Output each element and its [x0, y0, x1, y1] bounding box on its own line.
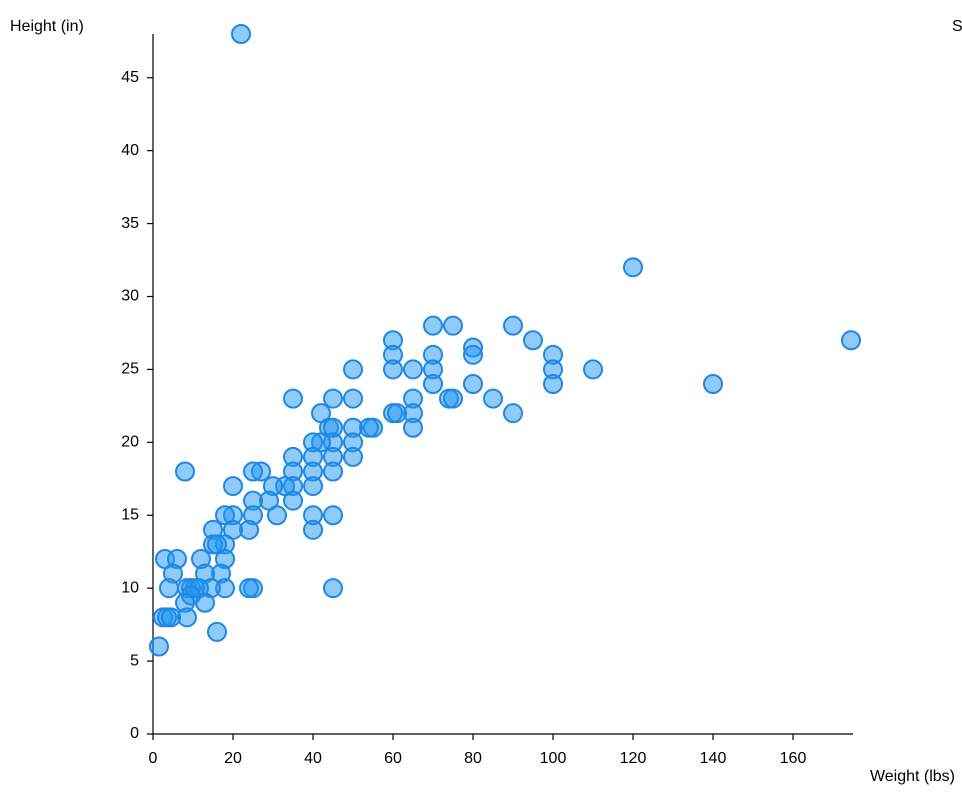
point — [387, 403, 407, 424]
x-tick-label: 80 — [464, 750, 482, 767]
point — [423, 315, 443, 336]
point — [215, 505, 235, 526]
annotation: S — [952, 18, 962, 35]
point — [161, 607, 181, 628]
point — [423, 374, 443, 394]
point — [323, 578, 343, 599]
point — [149, 636, 169, 657]
point — [503, 403, 523, 424]
point — [383, 359, 403, 380]
point — [243, 461, 263, 482]
point — [463, 374, 483, 394]
x-tick-label: 140 — [700, 750, 727, 767]
point — [231, 24, 251, 44]
y-tick-label: 20 — [121, 434, 139, 451]
y-tick-label: 25 — [121, 361, 139, 378]
point — [343, 446, 363, 467]
point — [303, 476, 323, 497]
y-tick-label: 15 — [121, 506, 139, 523]
y-tick-label: 40 — [121, 142, 139, 159]
x-axis-label: Weight (lbs) — [870, 768, 955, 785]
x-tick-label: 20 — [224, 750, 242, 767]
point — [503, 315, 523, 336]
point — [323, 505, 343, 526]
point — [463, 344, 483, 365]
point — [323, 461, 343, 482]
y-tick-label: 0 — [130, 725, 139, 742]
point — [443, 388, 463, 409]
x-tick-label: 60 — [384, 750, 402, 767]
x-tick-label: 40 — [304, 750, 322, 767]
y-tick-label: 10 — [121, 579, 139, 596]
point — [239, 578, 259, 599]
y-tick-label: 5 — [130, 652, 139, 669]
x-tick-label: 160 — [780, 750, 807, 767]
point — [523, 330, 543, 351]
y-tick-label: 45 — [121, 69, 139, 86]
x-tick-label: 100 — [540, 750, 567, 767]
point — [323, 388, 343, 409]
x-tick-label: 120 — [620, 750, 647, 767]
point — [403, 359, 423, 380]
point — [483, 388, 503, 409]
point — [543, 374, 563, 394]
y-axis-label: Height (in) — [10, 18, 84, 35]
point — [841, 330, 861, 351]
point — [175, 461, 195, 482]
y-tick-label: 30 — [121, 288, 139, 305]
point — [623, 257, 643, 278]
point — [703, 374, 723, 394]
point — [343, 359, 363, 380]
point — [223, 476, 243, 497]
point — [283, 388, 303, 409]
x-tick-label: 0 — [149, 750, 158, 767]
point — [207, 621, 227, 642]
point — [583, 359, 603, 380]
point — [443, 315, 463, 336]
point — [303, 519, 323, 540]
point — [403, 417, 423, 438]
y-tick-label: 35 — [121, 215, 139, 232]
point — [207, 534, 227, 555]
point — [343, 388, 363, 409]
point — [159, 578, 179, 599]
